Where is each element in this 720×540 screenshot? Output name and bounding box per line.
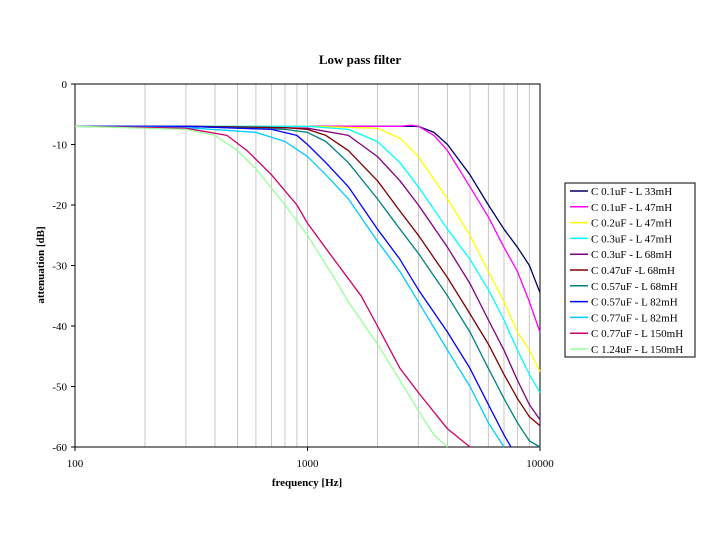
legend-label: C 0.47uF -L 68mH: [591, 265, 675, 277]
legend: C 0.1uF - L 33mH C 0.1uF - L 47mH C 0.2uF …: [564, 182, 696, 358]
series-line-5: [75, 125, 541, 421]
x-tick-label: 1000: [297, 458, 320, 470]
legend-label: C 0.1uF - L 47mH: [591, 202, 672, 214]
legend-label: C 0.3uF - L 68mH: [591, 249, 672, 261]
series-line-9: [74, 125, 505, 448]
y-tick-label: -30: [52, 261, 67, 273]
legend-label: C 0.57uF - L 82mH: [591, 297, 678, 309]
legend-label: C 0.57uF - L 68mH: [591, 281, 678, 293]
legend-label: C 1.24uF - L 150mH: [591, 344, 683, 356]
legend-label: C 0.1uF - L 33mH: [591, 186, 672, 198]
grid-lines: [144, 84, 530, 447]
y-tick-label: -10: [52, 140, 67, 152]
series-line-11: [74, 125, 448, 448]
y-axis: 0 -10 -20 -30 -40 -50 -60: [52, 79, 75, 454]
series-line-6: [75, 125, 541, 427]
series-line-8: [75, 125, 512, 448]
y-tick-label: -60: [52, 442, 67, 454]
legend-label: C 0.3uF - L 47mH: [591, 233, 672, 245]
series-line-7: [75, 125, 541, 448]
y-tick-label: 0: [62, 79, 68, 91]
legend-label: C 0.2uF - L 47mH: [591, 218, 672, 230]
chart-title: Low pass filter: [319, 52, 402, 67]
series-lines: [74, 124, 541, 448]
series-line-4: [75, 125, 541, 393]
legend-label: C 0.77uF - L 150mH: [591, 328, 683, 340]
x-axis-label: frequency [Hz]: [272, 477, 342, 489]
x-tick-label: 100: [67, 458, 84, 470]
y-axis-label: attenuation [dB]: [35, 226, 47, 303]
y-tick-label: -40: [52, 321, 67, 333]
legend-label: C 0.77uF - L 82mH: [591, 312, 678, 324]
x-tick-label: 10000: [526, 458, 554, 470]
y-tick-label: -20: [52, 200, 67, 212]
x-axis: 100 1000 10000: [67, 447, 554, 470]
y-tick-label: -50: [52, 382, 67, 394]
series-line-10: [74, 125, 471, 448]
